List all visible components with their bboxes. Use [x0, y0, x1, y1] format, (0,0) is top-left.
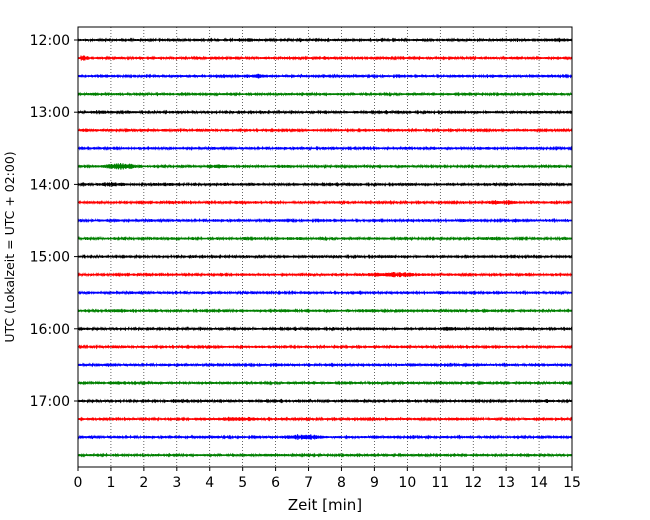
trace-16:15	[77, 344, 573, 350]
x-tick-label: 4	[205, 475, 214, 491]
trace-12:30	[77, 73, 573, 79]
x-tick-label: 14	[530, 475, 548, 491]
trace-13:00	[77, 109, 573, 115]
trace-13:15	[77, 127, 573, 133]
trace-15:00	[77, 253, 573, 260]
y-tick-label: 15:00	[30, 250, 70, 266]
trace-14:15	[77, 199, 573, 206]
trace-16:00	[77, 326, 573, 332]
trace-16:45	[77, 380, 573, 386]
y-tick-label: 17:00	[30, 394, 70, 410]
x-tick-label: 1	[106, 475, 115, 491]
x-tick-label: 9	[370, 475, 379, 491]
y-tick-label: 16:00	[30, 322, 70, 338]
trace-13:45	[77, 162, 573, 170]
trace-17:30	[77, 434, 573, 441]
axis-ticks: 0 1 2 3 4 5 6 7 8 9 10 11 12 13 14 1512:0013:0014:0015:…	[30, 33, 581, 491]
x-tick-label: 10	[398, 475, 416, 491]
trace-13:30	[77, 145, 573, 151]
trace-12:00	[77, 37, 573, 43]
y-tick-label: 13:00	[30, 105, 70, 121]
x-tick-label: 8	[337, 475, 346, 491]
x-tick-label: 13	[497, 475, 515, 491]
x-tick-label: 6	[271, 475, 280, 491]
x-tick-label: 0	[74, 475, 83, 491]
plot-frame	[77, 26, 573, 468]
trace-15:45	[77, 308, 573, 314]
x-tick-label: 12	[464, 475, 482, 491]
trace-12:15	[77, 55, 573, 61]
y-tick-label: 14:00	[30, 177, 70, 193]
trace-17:00	[77, 398, 573, 404]
x-tick-label: 2	[139, 475, 148, 491]
trace-12:45	[77, 91, 573, 97]
x-tick-label: 3	[172, 475, 181, 491]
grid-lines	[110, 27, 540, 467]
x-tick-label: 5	[238, 475, 247, 491]
trace-14:45	[77, 235, 573, 242]
y-tick-label: 12:00	[30, 33, 70, 49]
trace-16:30	[77, 362, 573, 368]
seismogram-traces	[77, 37, 573, 458]
x-axis-label: Zeit [min]	[288, 496, 362, 514]
trace-14:00	[77, 181, 573, 188]
x-tick-label: 15	[563, 475, 581, 491]
trace-15:30	[77, 290, 573, 296]
y-axis-label: UTC (Lokalzeit = UTC + 02:00)	[2, 151, 17, 342]
trace-14:30	[77, 217, 573, 224]
trace-17:45	[77, 452, 573, 458]
x-tick-label: 11	[431, 475, 449, 491]
trace-15:15	[77, 271, 573, 278]
trace-17:15	[77, 416, 573, 422]
x-tick-label: 7	[304, 475, 313, 491]
